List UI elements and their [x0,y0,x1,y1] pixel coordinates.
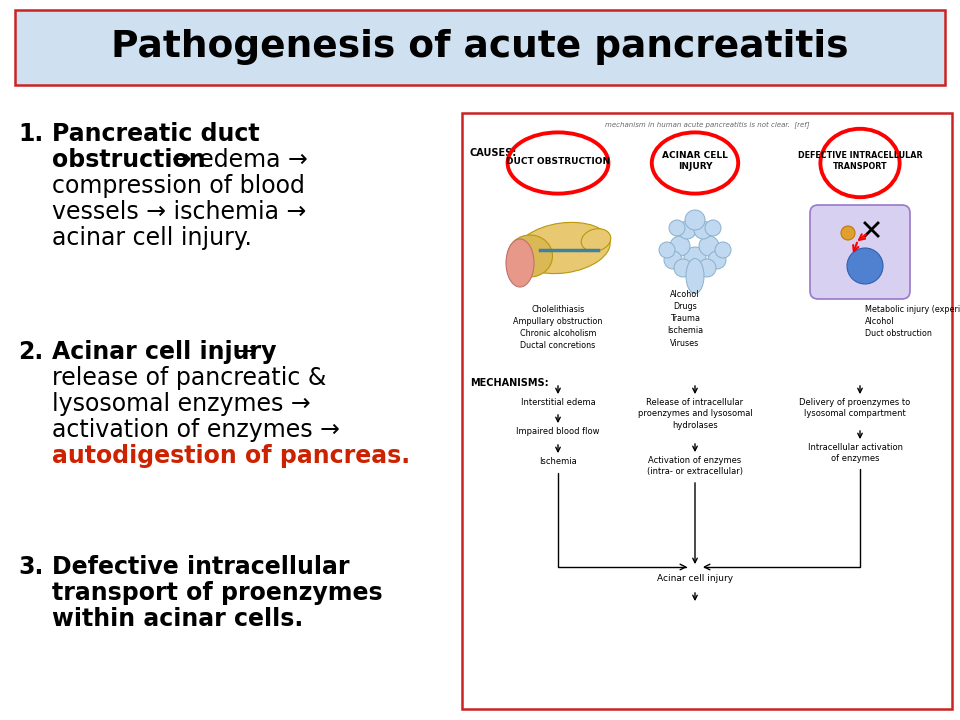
Circle shape [669,220,685,236]
Circle shape [699,236,719,256]
Circle shape [670,236,690,256]
Text: mechanism in human acute pancreatitis is not clear.  [ref]: mechanism in human acute pancreatitis is… [605,121,809,128]
Circle shape [678,221,696,239]
FancyBboxPatch shape [810,205,910,299]
Circle shape [685,210,705,230]
Text: Pathogenesis of acute pancreatitis: Pathogenesis of acute pancreatitis [111,29,849,65]
Ellipse shape [506,239,534,287]
Text: vessels → ischemia →: vessels → ischemia → [52,200,306,224]
Ellipse shape [686,258,704,294]
Circle shape [694,221,712,239]
Text: Cholelithiasis
Ampullary obstruction
Chronic alcoholism
Ductal concretions: Cholelithiasis Ampullary obstruction Chr… [514,305,603,351]
Text: acinar cell injury.: acinar cell injury. [52,226,252,250]
Text: 2.: 2. [18,340,43,364]
Circle shape [684,247,706,269]
Text: Activation of enzymes
(intra- or extracellular): Activation of enzymes (intra- or extrace… [647,456,743,477]
Circle shape [664,251,682,269]
Text: lysosomal enzymes →: lysosomal enzymes → [52,392,311,416]
Text: Release of intracellular
proenzymes and lysosomal
hydrolases: Release of intracellular proenzymes and … [637,398,753,430]
Text: obstruction: obstruction [52,148,205,172]
Text: →: → [237,340,256,364]
Text: autodigestion of pancreas.: autodigestion of pancreas. [52,444,410,468]
Circle shape [715,242,731,258]
Text: Alcohol
Drugs
Trauma
Ischemia
Viruses: Alcohol Drugs Trauma Ischemia Viruses [667,290,703,348]
Text: DEFECTIVE INTRACELLULAR
TRANSPORT: DEFECTIVE INTRACELLULAR TRANSPORT [798,151,923,171]
Circle shape [841,226,855,240]
Ellipse shape [508,235,553,277]
Circle shape [698,259,716,277]
Circle shape [708,251,726,269]
Circle shape [659,242,675,258]
Text: release of pancreatic &: release of pancreatic & [52,366,326,390]
Ellipse shape [581,229,611,251]
Text: MECHANISMS:: MECHANISMS: [470,378,548,388]
Text: compression of blood: compression of blood [52,174,305,198]
Text: → edema →: → edema → [172,148,308,172]
Text: Pancreatic duct: Pancreatic duct [52,122,259,146]
Text: Interstitial edema: Interstitial edema [520,398,595,407]
Circle shape [705,220,721,236]
Text: DUCT OBSTRUCTION: DUCT OBSTRUCTION [506,156,610,166]
Text: Acinar cell injury: Acinar cell injury [657,574,733,583]
Text: Impaired blood flow: Impaired blood flow [516,427,600,436]
Ellipse shape [516,222,611,274]
FancyBboxPatch shape [15,10,945,85]
Text: Defective intracellular: Defective intracellular [52,555,349,579]
Text: CAUSES:: CAUSES: [470,148,517,158]
Text: Acinar cell injury: Acinar cell injury [52,340,276,364]
Text: 1.: 1. [18,122,43,146]
Text: 3.: 3. [18,555,43,579]
Text: ACINAR CELL
INJURY: ACINAR CELL INJURY [662,151,728,171]
Text: Intracellular activation
of enzymes: Intracellular activation of enzymes [807,443,902,464]
Text: Delivery of proenzymes to
lysosomal compartment: Delivery of proenzymes to lysosomal comp… [800,398,911,418]
Text: transport of proenzymes: transport of proenzymes [52,581,383,605]
Text: Metabolic injury (experimental)
Alcohol
Duct obstruction: Metabolic injury (experimental) Alcohol … [865,305,960,338]
Text: Ischemia: Ischemia [540,457,577,466]
FancyBboxPatch shape [462,113,952,709]
Circle shape [674,259,692,277]
Circle shape [847,248,883,284]
Text: activation of enzymes →: activation of enzymes → [52,418,340,442]
Text: within acinar cells.: within acinar cells. [52,607,303,631]
